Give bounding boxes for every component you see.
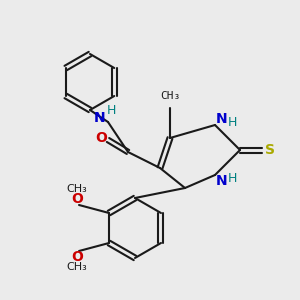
Text: H: H xyxy=(227,116,237,128)
Text: N: N xyxy=(216,112,228,126)
Text: O: O xyxy=(71,250,83,264)
Text: CH₃: CH₃ xyxy=(160,91,180,101)
Text: S: S xyxy=(265,143,275,157)
Text: N: N xyxy=(94,111,106,125)
Text: H: H xyxy=(106,104,116,118)
Text: CH₃: CH₃ xyxy=(67,262,87,272)
Text: CH₃: CH₃ xyxy=(67,184,87,194)
Text: N: N xyxy=(216,174,228,188)
Text: O: O xyxy=(95,131,107,145)
Text: O: O xyxy=(71,192,83,206)
Text: H: H xyxy=(227,172,237,184)
